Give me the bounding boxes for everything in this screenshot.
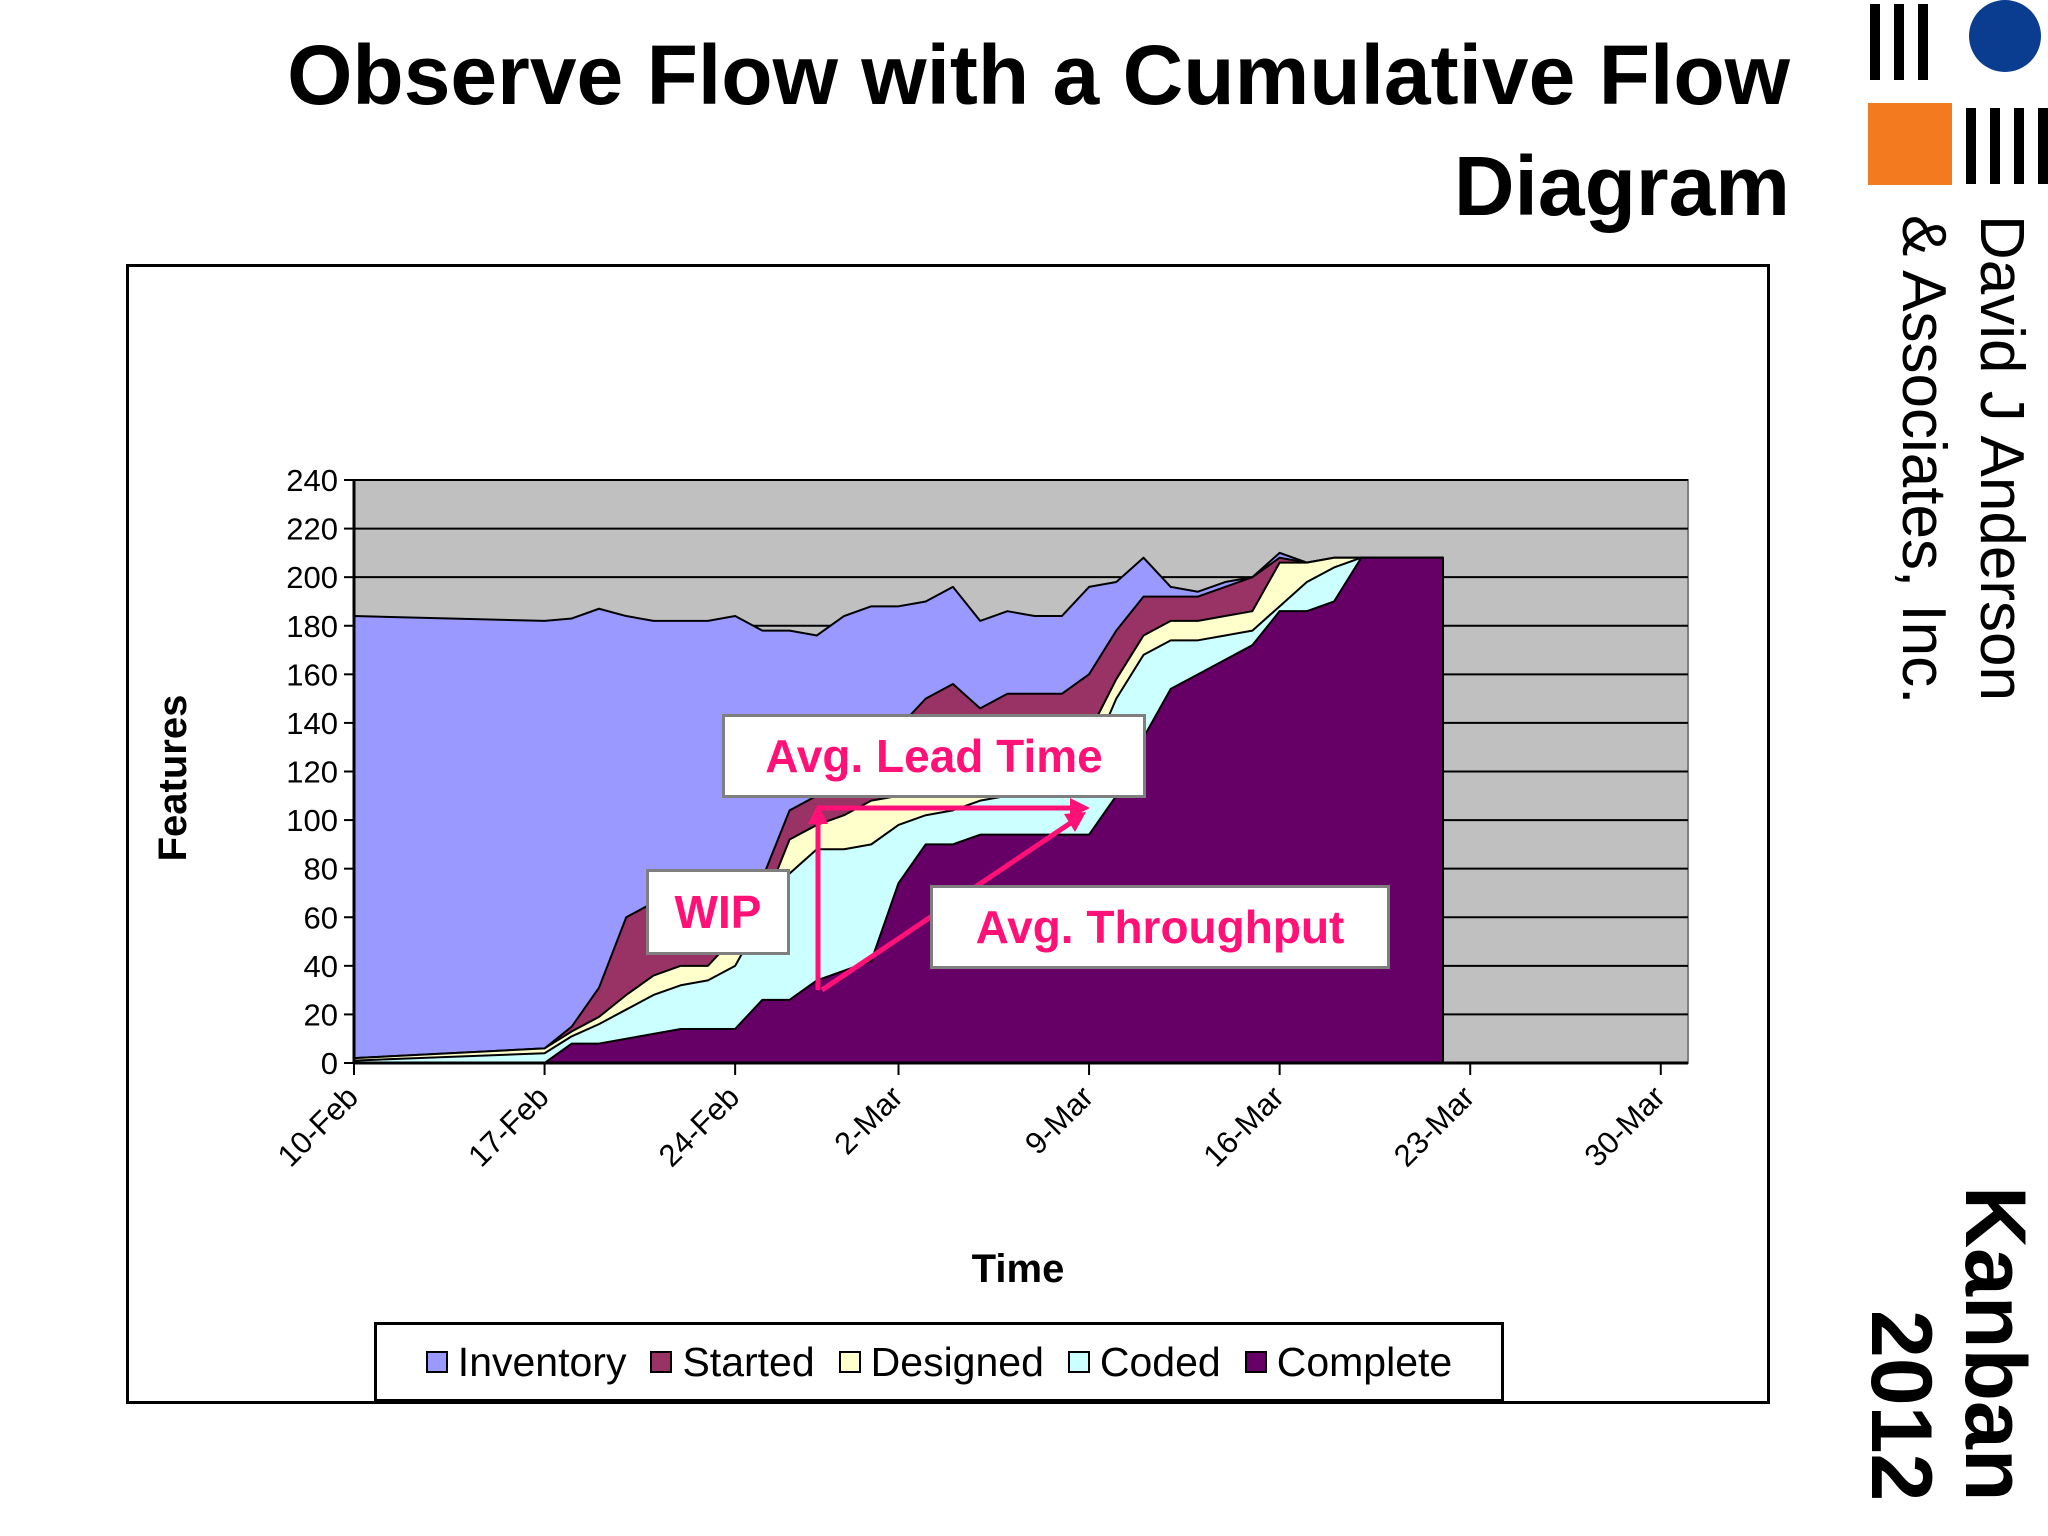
y-tick-label: 180 (286, 609, 338, 644)
page-title: Observe Flow with a Cumulative Flow Diag… (287, 28, 1790, 233)
y-tick-label: 60 (304, 900, 338, 935)
company-name-line1: David J Anderson (1967, 215, 2036, 701)
x-tick-label: 24-Feb (652, 1079, 746, 1173)
event-name: Kanban (1947, 1186, 2043, 1502)
y-tick-label: 120 (286, 755, 338, 790)
legend-label-coded: Coded (1099, 1338, 1221, 1385)
legend-swatch-started (650, 1351, 673, 1373)
legend-swatch-designed (838, 1351, 861, 1373)
x-axis-label: Time (972, 1247, 1065, 1291)
legend-item-inventory: Inventory (425, 1338, 627, 1386)
y-tick-label: 160 (286, 657, 338, 692)
y-tick-label: 80 (304, 852, 338, 887)
x-tick-label: 9-Mar (1018, 1079, 1100, 1161)
avg-lead-time-callout: Avg. Lead Time (722, 714, 1146, 798)
y-tick-label: 40 (304, 949, 338, 984)
legend-swatch-complete (1244, 1351, 1267, 1373)
legend-swatch-coded (1067, 1351, 1090, 1373)
y-tick-label: 100 (286, 803, 338, 838)
legend-item-coded: Coded (1067, 1338, 1221, 1386)
legend-item-designed: Designed (838, 1338, 1044, 1386)
y-tick-labels: 0 20 40 60 80 100 120 140 160 180 200 220 240 (286, 463, 354, 1081)
x-tick-label: 2-Mar (827, 1079, 909, 1161)
event-year: 2012 (1853, 1310, 1949, 1502)
y-tick-label: 200 (286, 560, 338, 595)
wip-arrowhead (808, 804, 828, 824)
y-tick-label: 220 (286, 512, 338, 547)
legend-label-designed: Designed (870, 1338, 1044, 1385)
wip-callout: WIP (646, 869, 790, 955)
y-tick-label: 0 (321, 1046, 338, 1081)
y-tick-label: 20 (304, 997, 338, 1032)
company-logo (1868, 0, 2048, 185)
throughput-arrowhead (1064, 812, 1086, 832)
y-tick-label: 140 (286, 706, 338, 741)
company-name-line2: & Associates, Inc. (1889, 215, 1958, 705)
y-tick-label: 240 (286, 463, 338, 498)
chart-legend: Inventory Started Designed Coded Complete (374, 1322, 1504, 1402)
legend-label-inventory: Inventory (457, 1338, 627, 1385)
legend-item-complete: Complete (1244, 1338, 1453, 1386)
x-tick-label: 23-Mar (1387, 1079, 1481, 1173)
legend-item-started: Started (650, 1338, 815, 1386)
legend-label-started: Started (682, 1338, 815, 1385)
x-tick-label: 17-Feb (461, 1079, 555, 1173)
x-tick-label: 10-Feb (271, 1079, 365, 1173)
legend-label-complete: Complete (1276, 1338, 1453, 1385)
x-tick-label: 30-Mar (1578, 1079, 1672, 1173)
x-tick-labels: 10-Feb 17-Feb 24-Feb 2-Mar 9-Mar 16-Mar 23-Mar… (271, 1063, 1672, 1173)
legend-swatch-inventory (425, 1351, 448, 1373)
avg-throughput-callout: Avg. Throughput (930, 885, 1390, 969)
y-axis-label: Features (151, 695, 195, 862)
x-tick-label: 16-Mar (1196, 1079, 1290, 1173)
